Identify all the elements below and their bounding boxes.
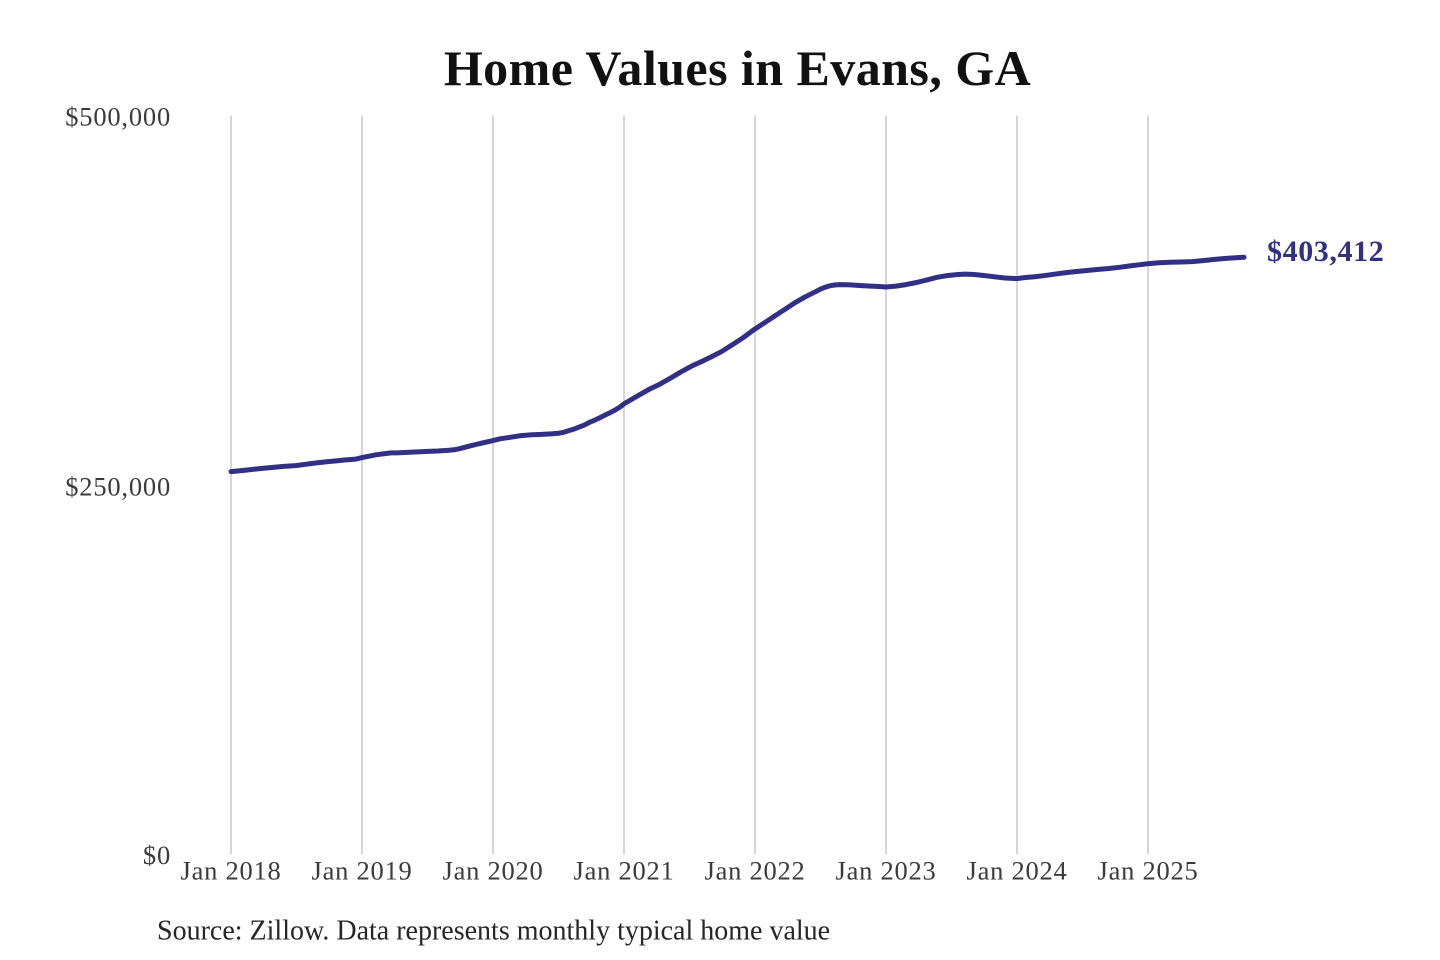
svg-text:Jan 2020: Jan 2020 — [443, 856, 544, 886]
svg-text:Jan 2021: Jan 2021 — [574, 856, 675, 886]
svg-text:Home Values in Evans, GA: Home Values in Evans, GA — [444, 40, 1031, 96]
svg-text:Jan 2023: Jan 2023 — [836, 856, 937, 886]
svg-text:$0: $0 — [143, 840, 171, 870]
svg-text:$250,000: $250,000 — [65, 472, 171, 502]
svg-text:Jan 2019: Jan 2019 — [312, 856, 413, 886]
svg-text:Jan 2022: Jan 2022 — [705, 856, 806, 886]
svg-text:$403,412: $403,412 — [1267, 235, 1384, 268]
svg-text:Jan 2024: Jan 2024 — [967, 856, 1068, 886]
svg-text:Jan 2018: Jan 2018 — [181, 856, 282, 886]
svg-text:Source: Zillow. Data represent: Source: Zillow. Data represents monthly … — [157, 916, 830, 947]
svg-text:$500,000: $500,000 — [65, 101, 171, 131]
svg-text:Jan 2025: Jan 2025 — [1098, 856, 1199, 886]
